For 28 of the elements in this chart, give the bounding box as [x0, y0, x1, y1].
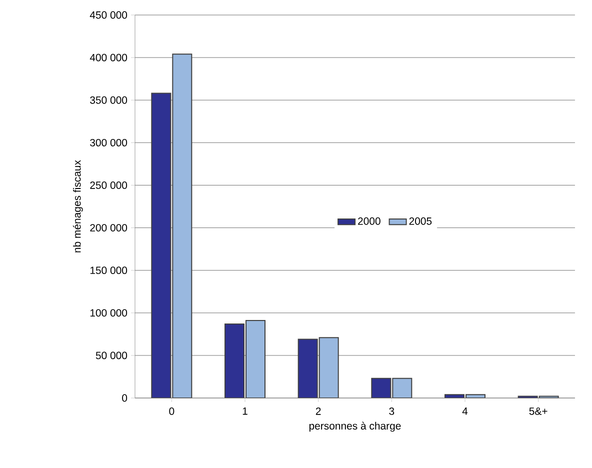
- y-tick-label: 400 000: [90, 54, 128, 62]
- y-tick-label: 150 000: [90, 266, 128, 274]
- x-tick-label: 2: [316, 408, 321, 415]
- y-axis-title: nb ménages fiscaux: [72, 160, 83, 252]
- y-tick-label: 450 000: [90, 11, 128, 19]
- x-tick-label: 4: [462, 408, 468, 415]
- bar: [151, 92, 172, 398]
- bar: [172, 54, 192, 398]
- legend-label: 2005: [409, 217, 432, 225]
- y-tick-label: 300 000: [90, 138, 128, 146]
- y-tick-label: 50 000: [96, 352, 128, 360]
- bar: [318, 337, 339, 398]
- y-tick-label: 200 000: [90, 224, 128, 232]
- bar: [224, 323, 244, 398]
- bar: [245, 320, 266, 398]
- x-tick-label: 1: [242, 408, 248, 415]
- y-tick-label: 100 000: [90, 309, 128, 317]
- bar: [392, 378, 412, 398]
- x-tick-label: 3: [389, 408, 394, 415]
- y-tick-label: 350 000: [90, 96, 128, 104]
- x-tick-label: 5&+: [529, 408, 548, 415]
- y-tick-label: 250 000: [90, 182, 128, 189]
- legend-label: 2000: [358, 217, 380, 225]
- x-axis-title: personnes à charge: [309, 422, 401, 432]
- y-tick-label: 0: [122, 394, 128, 402]
- bar: [371, 378, 392, 398]
- x-tick-label: 0: [169, 408, 174, 415]
- bar: [298, 338, 318, 398]
